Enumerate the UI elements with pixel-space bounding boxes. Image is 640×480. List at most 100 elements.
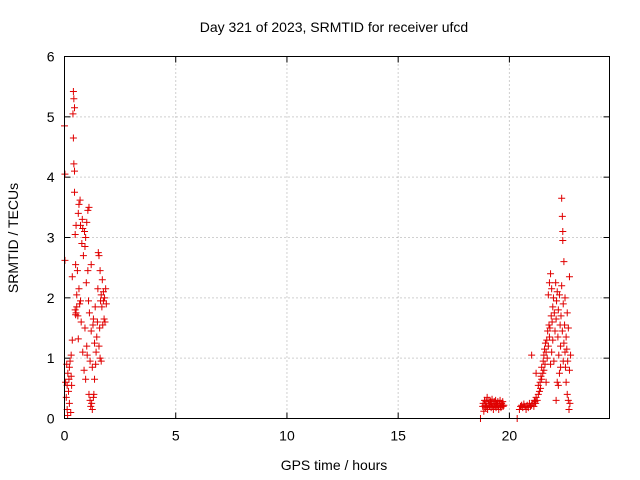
data-point bbox=[543, 354, 551, 362]
data-point bbox=[499, 402, 507, 410]
y-tick-label-6: 6 bbox=[47, 49, 55, 65]
data-point bbox=[98, 303, 106, 311]
data-point bbox=[540, 366, 548, 374]
data-point bbox=[552, 315, 560, 323]
data-point bbox=[86, 396, 94, 404]
data-point bbox=[542, 378, 550, 386]
data-point bbox=[87, 327, 95, 335]
data-point bbox=[87, 402, 95, 410]
data-point bbox=[68, 273, 76, 281]
y-tick-label-0: 0 bbox=[47, 411, 55, 427]
data-point bbox=[70, 95, 78, 103]
data-point bbox=[539, 357, 547, 365]
data-point bbox=[545, 321, 553, 329]
data-point bbox=[74, 335, 82, 343]
data-point bbox=[62, 393, 70, 401]
data-point bbox=[550, 357, 558, 365]
data-point bbox=[82, 279, 90, 287]
x-tick-label-1: 5 bbox=[172, 428, 180, 444]
data-point bbox=[564, 324, 572, 332]
data-point bbox=[533, 396, 541, 404]
data-point bbox=[548, 318, 556, 326]
data-point bbox=[80, 366, 88, 374]
data-point bbox=[67, 372, 75, 380]
data-point bbox=[71, 188, 79, 196]
data-point bbox=[101, 294, 109, 302]
data-point bbox=[76, 196, 84, 204]
data-point bbox=[65, 387, 73, 395]
data-point bbox=[480, 407, 488, 415]
data-point bbox=[81, 243, 89, 251]
data-point bbox=[555, 369, 563, 377]
data-point bbox=[79, 224, 87, 232]
x-tick-label-4: 20 bbox=[502, 428, 518, 444]
data-point bbox=[88, 363, 96, 371]
data-point bbox=[537, 384, 545, 392]
data-point bbox=[71, 104, 79, 112]
data-point bbox=[94, 249, 102, 257]
data-point bbox=[537, 372, 545, 380]
data-point bbox=[561, 294, 569, 302]
data-point bbox=[91, 339, 99, 347]
data-point bbox=[89, 321, 97, 329]
data-point bbox=[71, 167, 79, 175]
data-point bbox=[553, 297, 561, 305]
data-point bbox=[98, 276, 106, 284]
data-point bbox=[90, 390, 98, 398]
data-point bbox=[547, 312, 555, 320]
data-point bbox=[74, 312, 82, 320]
data-point bbox=[72, 309, 80, 317]
data-point bbox=[555, 351, 563, 359]
data-point bbox=[69, 134, 77, 142]
data-point bbox=[532, 369, 540, 377]
data-point bbox=[68, 336, 76, 344]
data-point bbox=[555, 291, 563, 299]
data-point bbox=[66, 357, 74, 365]
data-point bbox=[551, 327, 559, 335]
data-point bbox=[96, 354, 104, 362]
data-point bbox=[557, 342, 565, 350]
data-point bbox=[534, 390, 542, 398]
data-point bbox=[561, 348, 569, 356]
data-point bbox=[93, 333, 101, 341]
data-point bbox=[82, 234, 90, 241]
data-point bbox=[73, 291, 81, 299]
data-point bbox=[550, 309, 558, 317]
y-tick-label-2: 2 bbox=[47, 290, 55, 306]
y-tick-label-5: 5 bbox=[47, 109, 55, 125]
data-point bbox=[84, 267, 92, 275]
x-axis-label: GPS time / hours bbox=[281, 457, 388, 473]
data-point bbox=[69, 110, 77, 118]
data-point bbox=[560, 258, 568, 266]
data-point bbox=[70, 160, 78, 168]
data-point bbox=[84, 206, 92, 214]
data-point bbox=[83, 218, 91, 226]
data-point bbox=[530, 402, 538, 410]
data-point bbox=[563, 309, 571, 317]
data-point bbox=[483, 393, 491, 401]
data-point bbox=[554, 333, 562, 341]
data-point bbox=[100, 315, 108, 323]
data-point bbox=[95, 252, 103, 260]
data-point bbox=[74, 209, 82, 217]
data-point bbox=[549, 336, 557, 344]
data-point bbox=[564, 357, 572, 365]
data-point bbox=[91, 303, 99, 311]
axis-ticks: 0 5 10 15 20 0 1 2 3 4 5 6 bbox=[47, 49, 610, 444]
data-point bbox=[92, 360, 100, 368]
data-point bbox=[561, 363, 569, 371]
data-point bbox=[78, 240, 86, 248]
data-point bbox=[85, 297, 93, 305]
data-point bbox=[565, 405, 573, 413]
data-point bbox=[91, 375, 99, 383]
data-point bbox=[96, 267, 104, 275]
x-tick-label-2: 10 bbox=[279, 428, 295, 444]
data-point bbox=[73, 267, 81, 275]
data-point bbox=[547, 270, 555, 278]
data-point bbox=[560, 339, 568, 347]
chart-title: Day 321 of 2023, SRMTID for receiver ufc… bbox=[200, 19, 468, 35]
data-point bbox=[559, 227, 567, 235]
data-points bbox=[61, 87, 575, 422]
data-point bbox=[567, 351, 575, 359]
data-point bbox=[559, 300, 567, 308]
